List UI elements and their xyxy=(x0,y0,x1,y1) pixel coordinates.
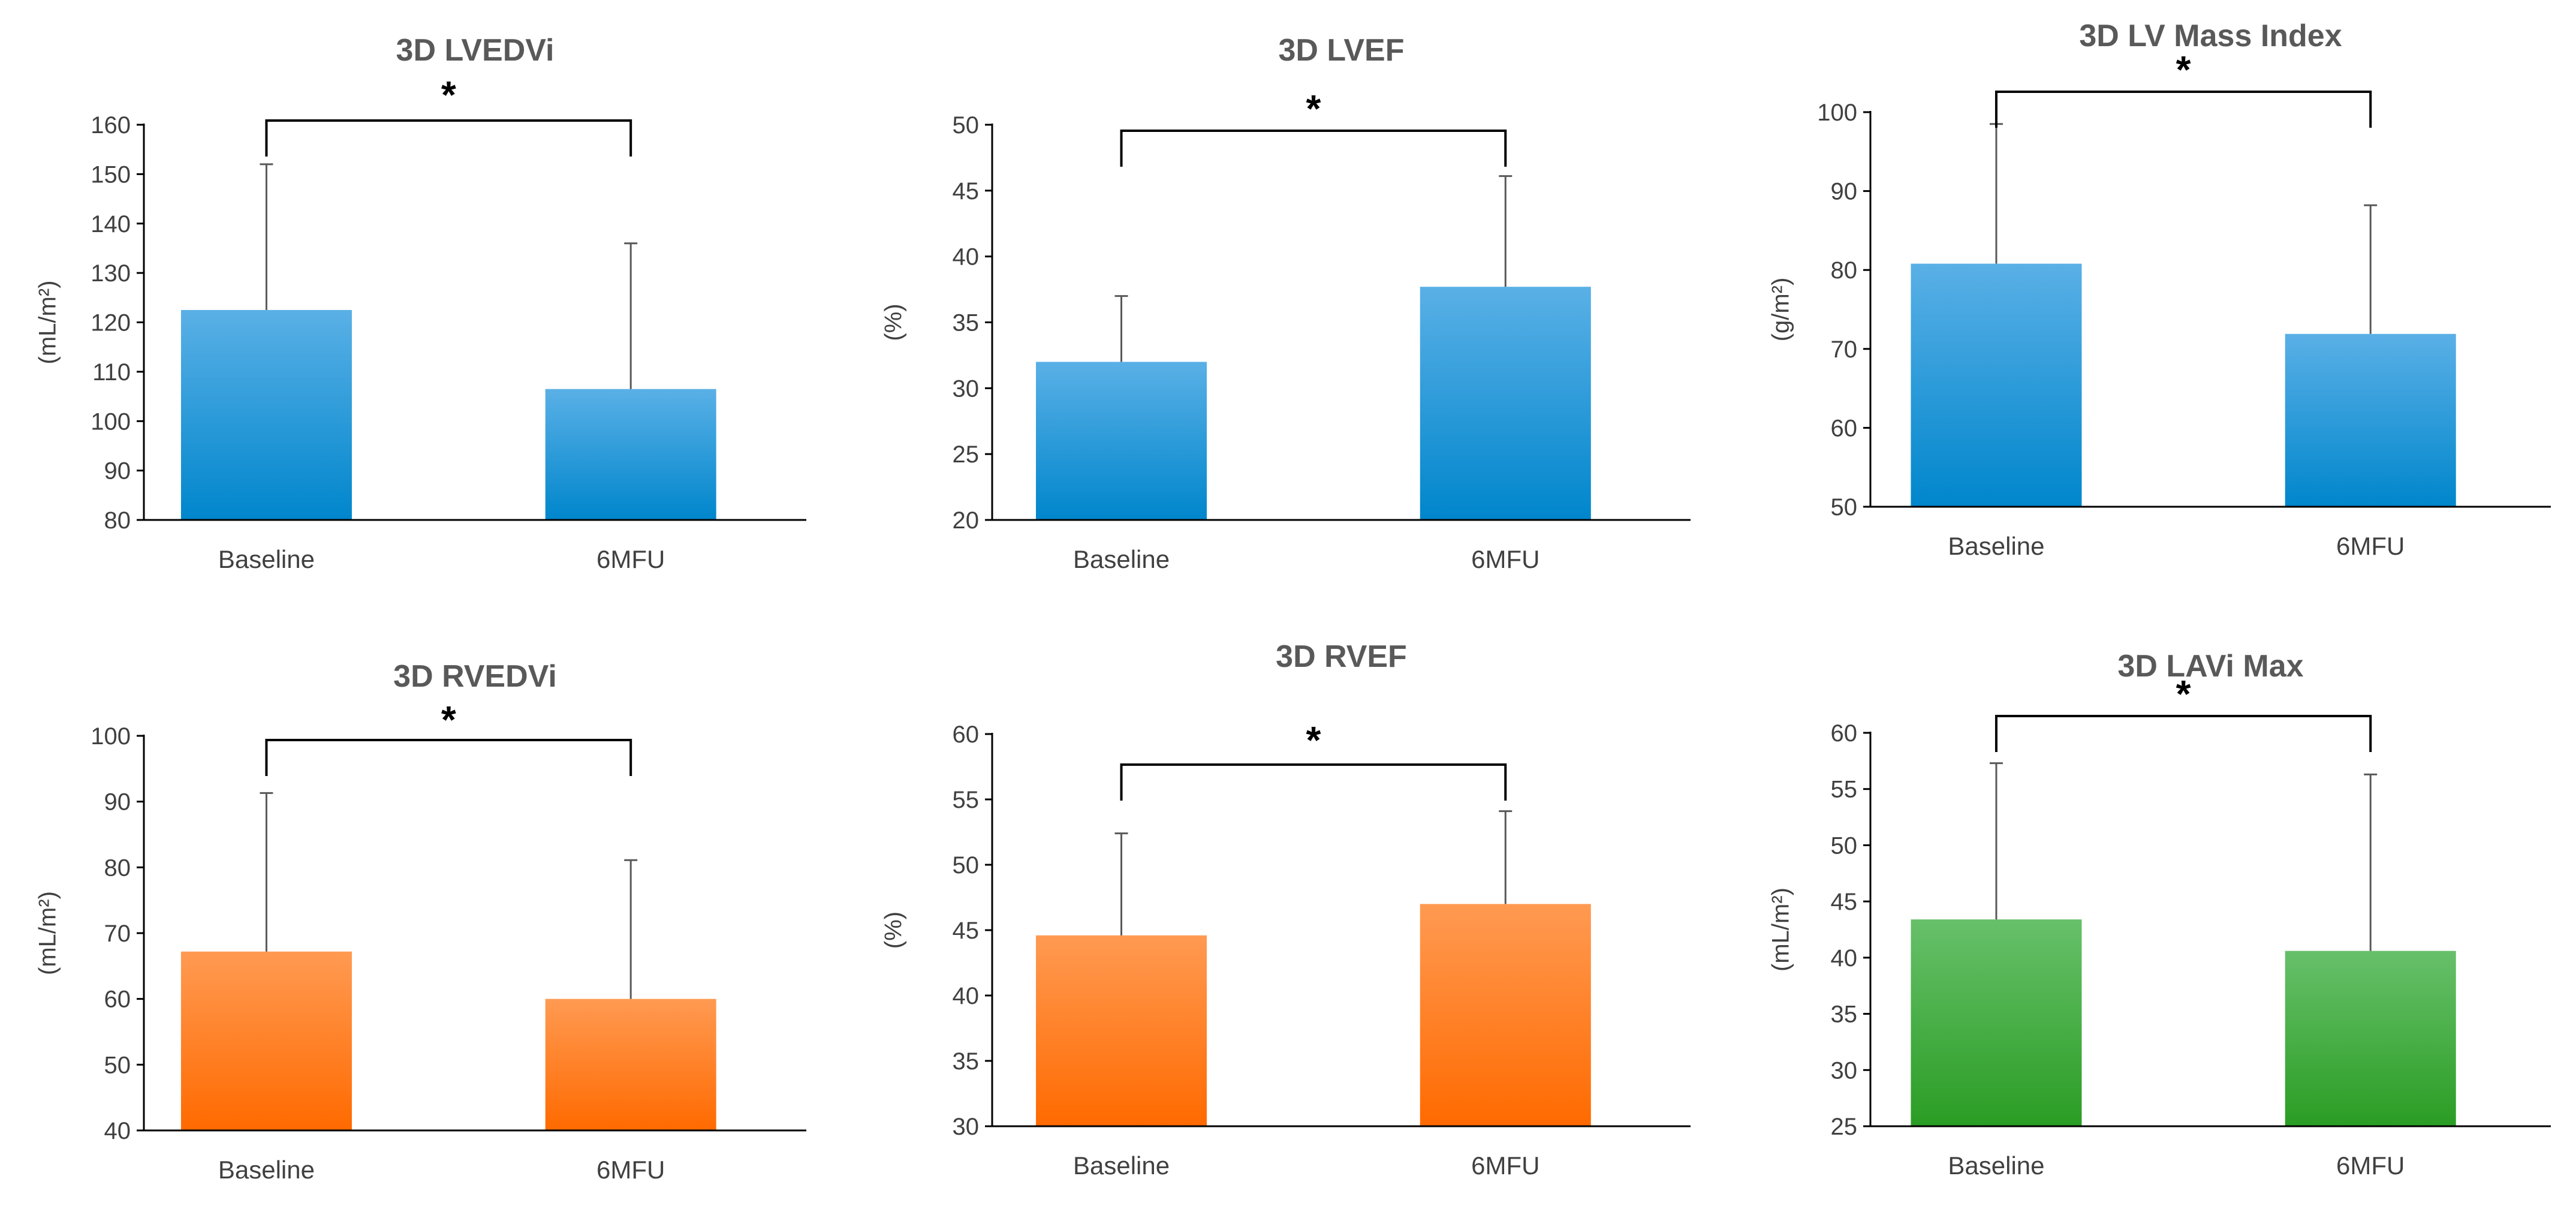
y-tick-label: 110 xyxy=(92,359,131,386)
bar xyxy=(1036,935,1207,1126)
significance-star: * xyxy=(2176,672,2191,715)
significance-star: * xyxy=(441,73,456,116)
chart-title: 3D LAVi Max xyxy=(2117,649,2303,684)
bar xyxy=(1911,919,2082,1126)
significance-bracket xyxy=(1120,763,1507,801)
y-tick-label: 50 xyxy=(953,852,980,879)
y-axis-label: (mL/m²) xyxy=(35,281,61,365)
bar xyxy=(2285,951,2456,1126)
y-axis-label: (g/m²) xyxy=(1768,278,1794,342)
chart-title: 3D LVEDVi xyxy=(396,33,555,68)
y-tick-label: 100 xyxy=(1817,100,1857,126)
significance-bracket xyxy=(1120,130,1507,167)
y-tick-label: 150 xyxy=(91,161,131,188)
y-tick-label: 60 xyxy=(953,721,980,748)
y-tick-label: 50 xyxy=(1831,494,1858,521)
y-tick-label: 130 xyxy=(91,260,131,287)
chart-panel: 3D LAVi Max (mL/m²) 25 30 35 40 45 50 55 60 Baseli… xyxy=(1768,649,2551,1180)
bar xyxy=(180,951,352,1130)
x-category-label: Baseline xyxy=(218,1156,315,1184)
significance-bracket xyxy=(1994,715,2372,752)
y-tick-label: 20 xyxy=(953,507,980,534)
y-tick-label: 40 xyxy=(1831,945,1858,972)
y-tick-label: 80 xyxy=(104,507,131,534)
x-category-label: Baseline xyxy=(1948,1151,2044,1180)
x-category-label: Baseline xyxy=(1073,1151,1170,1180)
y-tick-label: 35 xyxy=(1831,1002,1858,1028)
significance-star: * xyxy=(2176,48,2191,91)
y-tick-label: 60 xyxy=(104,987,131,1013)
y-tick-label: 25 xyxy=(1831,1114,1858,1140)
y-axis-label: (mL/m²) xyxy=(35,891,61,975)
chart-panel: 3D LVEDVi (mL/m²) 80 90 100 110 120 130 140 150 16… xyxy=(35,33,806,573)
chart-panel: 3D RVEF (%) 30 35 40 45 50 55 60 Baseline 6MFU * xyxy=(881,639,1691,1180)
significance-bracket xyxy=(265,739,632,776)
y-tick-label: 60 xyxy=(1831,415,1858,441)
y-tick-label: 30 xyxy=(1831,1057,1858,1084)
significance-bracket xyxy=(1994,91,2372,128)
y-axis-label: (%) xyxy=(881,912,907,949)
y-tick-label: 35 xyxy=(953,1048,980,1075)
y-tick-label: 50 xyxy=(104,1052,131,1078)
y-tick-label: 80 xyxy=(1831,257,1858,284)
bar xyxy=(1911,263,2082,507)
y-tick-label: 40 xyxy=(953,983,980,1009)
y-axis-label: (%) xyxy=(881,303,907,341)
bar xyxy=(1420,904,1591,1126)
x-category-label: 6MFU xyxy=(1471,545,1539,573)
y-tick-label: 70 xyxy=(1831,336,1858,363)
y-tick-label: 40 xyxy=(104,1118,131,1144)
y-tick-label: 160 xyxy=(91,112,131,139)
y-tick-label: 90 xyxy=(104,789,131,816)
y-tick-label: 35 xyxy=(953,310,980,336)
significance-star: * xyxy=(1306,87,1321,130)
bar xyxy=(1036,362,1207,520)
chart-panel: 3D LVEF (%) 20 25 30 35 40 45 50 Baseline 6MFU * xyxy=(881,33,1691,573)
y-tick-label: 45 xyxy=(1831,889,1858,915)
y-tick-label: 50 xyxy=(953,112,980,139)
significance-bracket xyxy=(265,119,632,157)
bar xyxy=(180,309,352,520)
y-tick-label: 50 xyxy=(1831,832,1858,859)
chart-title: 3D LVEF xyxy=(1279,33,1405,68)
y-tick-label: 70 xyxy=(104,921,131,947)
y-tick-label: 55 xyxy=(1831,777,1858,803)
y-tick-label: 30 xyxy=(953,375,980,402)
y-axis-label: (mL/m²) xyxy=(1768,888,1794,972)
significance-star: * xyxy=(1306,718,1321,762)
y-tick-label: 120 xyxy=(91,310,131,336)
y-tick-label: 25 xyxy=(953,441,980,468)
x-category-label: Baseline xyxy=(1948,532,2044,560)
x-category-label: 6MFU xyxy=(2336,532,2405,560)
significance-star: * xyxy=(441,698,456,741)
chart-panel: 3D RVEDVi (mL/m²) 40 50 60 70 80 90 100 Baseline 6… xyxy=(35,659,806,1184)
y-tick-label: 140 xyxy=(91,211,131,237)
x-category-label: 6MFU xyxy=(2336,1151,2405,1180)
x-category-label: Baseline xyxy=(1073,545,1170,573)
y-tick-label: 55 xyxy=(953,787,980,813)
y-tick-label: 60 xyxy=(1831,720,1858,747)
x-category-label: 6MFU xyxy=(596,1156,665,1184)
bar xyxy=(545,389,716,520)
x-category-label: Baseline xyxy=(218,545,315,573)
bar xyxy=(1420,287,1591,520)
y-tick-label: 45 xyxy=(953,918,980,944)
bar xyxy=(2285,333,2456,507)
x-category-label: 6MFU xyxy=(1471,1151,1539,1180)
chart-title: 3D RVEF xyxy=(1276,639,1407,674)
y-tick-label: 90 xyxy=(1831,179,1858,205)
x-category-label: 6MFU xyxy=(596,545,665,573)
y-tick-label: 80 xyxy=(104,855,131,881)
y-tick-label: 45 xyxy=(953,178,980,204)
chart-title: 3D RVEDVi xyxy=(393,659,557,694)
bar xyxy=(545,999,716,1130)
y-tick-label: 100 xyxy=(91,408,131,435)
y-tick-label: 90 xyxy=(104,458,131,485)
chart-panel: 3D LV Mass Index (g/m²) 50 60 70 80 90 100 Basel… xyxy=(1768,19,2551,560)
chart-title: 3D LV Mass Index xyxy=(2079,19,2342,53)
y-tick-label: 30 xyxy=(953,1114,980,1140)
y-tick-label: 100 xyxy=(91,723,131,750)
y-tick-label: 40 xyxy=(953,244,980,270)
